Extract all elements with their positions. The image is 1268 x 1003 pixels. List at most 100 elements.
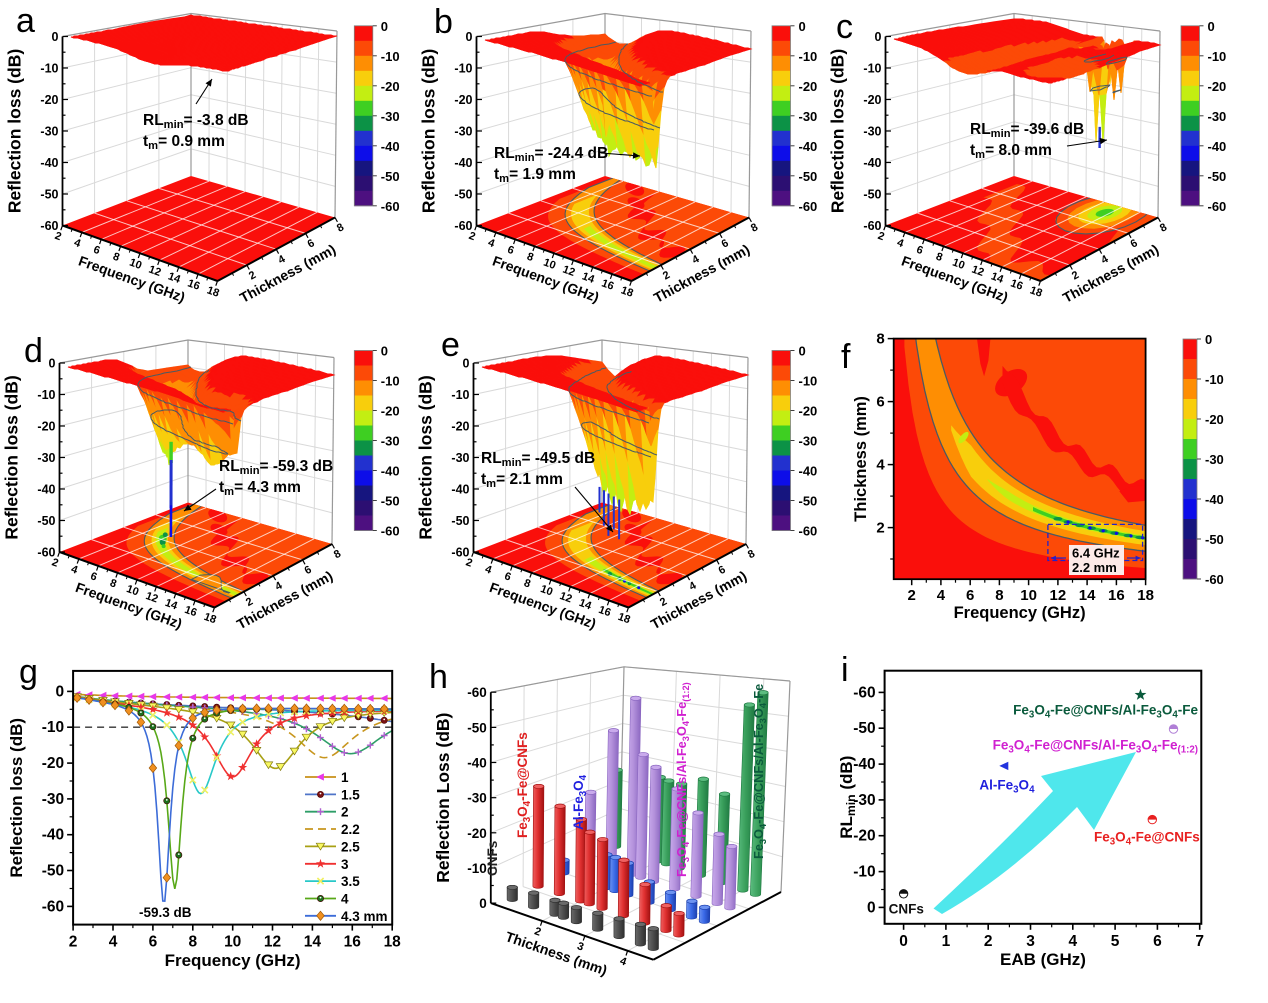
svg-text:4: 4 [876, 457, 885, 474]
svg-text:7: 7 [1195, 933, 1204, 950]
svg-text:-60: -60 [1208, 199, 1227, 214]
svg-text:-30: -30 [799, 109, 818, 124]
svg-text:-10: -10 [863, 62, 881, 76]
svg-text:-30: -30 [451, 451, 469, 465]
svg-text:CNFs: CNFs [889, 902, 924, 917]
svg-text:-50: -50 [799, 494, 818, 509]
svg-text:Reflection loss (dB): Reflection loss (dB) [828, 49, 848, 213]
svg-text:-10: -10 [454, 62, 472, 76]
svg-text:-60: -60 [42, 898, 64, 915]
svg-text:-40: -40 [1208, 139, 1227, 154]
svg-text:-30: -30 [1208, 109, 1227, 124]
svg-text:14: 14 [304, 934, 322, 951]
svg-text:0: 0 [381, 344, 388, 359]
svg-text:i: i [841, 651, 849, 689]
svg-text:-40: -40 [381, 464, 400, 479]
svg-text:-20: -20 [37, 420, 55, 434]
svg-text:10: 10 [1020, 587, 1037, 604]
svg-text:-20: -20 [42, 755, 64, 772]
svg-text:6.4 GHz: 6.4 GHz [1072, 546, 1120, 561]
svg-text:-30: -30 [37, 451, 55, 465]
svg-text:-40: -40 [381, 139, 400, 154]
svg-text:-40: -40 [467, 756, 487, 771]
svg-text:g: g [19, 653, 38, 691]
svg-text:-60: -60 [853, 684, 875, 701]
svg-text:Reflection loss (dB): Reflection loss (dB) [7, 718, 26, 878]
svg-text:b: b [434, 3, 453, 41]
svg-text:-10: -10 [799, 49, 818, 64]
svg-text:-20: -20 [381, 79, 400, 94]
svg-text:-30: -30 [381, 434, 400, 449]
svg-text:0: 0 [49, 357, 56, 371]
svg-text:-40: -40 [42, 827, 64, 844]
svg-text:-40: -40 [37, 483, 55, 497]
svg-text:5: 5 [1111, 933, 1120, 950]
svg-text:3: 3 [341, 857, 349, 872]
svg-text:-20: -20 [381, 404, 400, 419]
svg-text:-10: -10 [42, 719, 64, 736]
svg-text:-60: -60 [799, 199, 818, 214]
svg-text:-60: -60 [381, 199, 400, 214]
svg-text:h: h [429, 658, 448, 696]
svg-text:0: 0 [867, 899, 876, 916]
svg-text:-40: -40 [454, 156, 472, 170]
svg-text:-50: -50 [1208, 169, 1227, 184]
svg-text:1: 1 [341, 770, 349, 785]
svg-text:-20: -20 [467, 826, 487, 841]
svg-text:18: 18 [384, 934, 402, 951]
svg-text:Thickness (mm): Thickness (mm) [852, 396, 870, 522]
svg-text:-30: -30 [454, 125, 472, 139]
svg-text:-40: -40 [40, 156, 58, 170]
svg-text:6: 6 [876, 394, 884, 411]
svg-text:Fe3​O4​-Fe@CNFs/Al-Fe3​O4​-Fe: Fe3​O4​-Fe@CNFs/Al-Fe3​O4​-Fe [751, 684, 768, 859]
svg-text:-40: -40 [1205, 492, 1224, 507]
svg-text:0: 0 [479, 896, 487, 911]
svg-text:Reflection loss (dB): Reflection loss (dB) [416, 375, 436, 539]
svg-text:-30: -30 [467, 791, 487, 806]
svg-text:4: 4 [109, 934, 118, 951]
svg-text:12: 12 [264, 934, 281, 951]
svg-text:-30: -30 [42, 791, 64, 808]
svg-text:Reflection loss (dB): Reflection loss (dB) [2, 375, 22, 539]
svg-text:0: 0 [799, 19, 806, 34]
svg-text:4: 4 [341, 892, 349, 907]
svg-text:EAB (GHz): EAB (GHz) [1000, 950, 1086, 969]
svg-text:0: 0 [463, 357, 470, 371]
svg-text:-59.3 dB: -59.3 dB [139, 905, 192, 920]
svg-text:0: 0 [52, 30, 59, 44]
svg-text:-20: -20 [799, 404, 818, 419]
svg-text:-30: -30 [381, 109, 400, 124]
svg-text:RLmin​= -24.4 dB: RLmin​= -24.4 dB [494, 145, 608, 164]
svg-text:2.2: 2.2 [341, 822, 360, 837]
svg-text:-10: -10 [1208, 49, 1227, 64]
svg-text:4: 4 [937, 587, 946, 604]
svg-text:-10: -10 [853, 864, 875, 881]
svg-text:4: 4 [1068, 933, 1077, 950]
svg-text:-50: -50 [799, 169, 818, 184]
svg-text:-50: -50 [37, 514, 55, 528]
svg-text:4.3 mm: 4.3 mm [341, 909, 388, 924]
svg-text:Reflection Loss (dB): Reflection Loss (dB) [433, 713, 453, 883]
svg-text:0: 0 [466, 30, 473, 44]
svg-text:-10: -10 [381, 49, 400, 64]
svg-text:Fe3​O4​-Fe@CNFs/Al-Fe3​O4​-Fe(: Fe3​O4​-Fe@CNFs/Al-Fe3​O4​-Fe(1:2)​ [674, 682, 691, 877]
svg-text:-40: -40 [853, 756, 875, 773]
svg-text:-60: -60 [799, 524, 818, 539]
svg-text:c: c [836, 8, 853, 46]
svg-text:-20: -20 [799, 79, 818, 94]
svg-text:8: 8 [995, 587, 1003, 604]
svg-text:8: 8 [188, 934, 197, 951]
svg-text:Frequency (GHz): Frequency (GHz) [954, 604, 1086, 622]
svg-text:0: 0 [899, 933, 908, 950]
svg-text:-60: -60 [381, 524, 400, 539]
svg-text:18: 18 [1137, 587, 1154, 604]
svg-text:6: 6 [149, 934, 158, 951]
svg-text:a: a [16, 2, 35, 40]
svg-text:-10: -10 [381, 374, 400, 389]
svg-text:RLmin​= -49.5 dB: RLmin​= -49.5 dB [481, 450, 595, 469]
svg-text:-50: -50 [42, 863, 64, 880]
svg-text:-20: -20 [454, 93, 472, 107]
svg-text:RLmin​= -3.8 dB: RLmin​= -3.8 dB [143, 112, 249, 131]
svg-text:2.5: 2.5 [341, 839, 360, 854]
svg-text:2.2 mm: 2.2 mm [1072, 560, 1117, 575]
